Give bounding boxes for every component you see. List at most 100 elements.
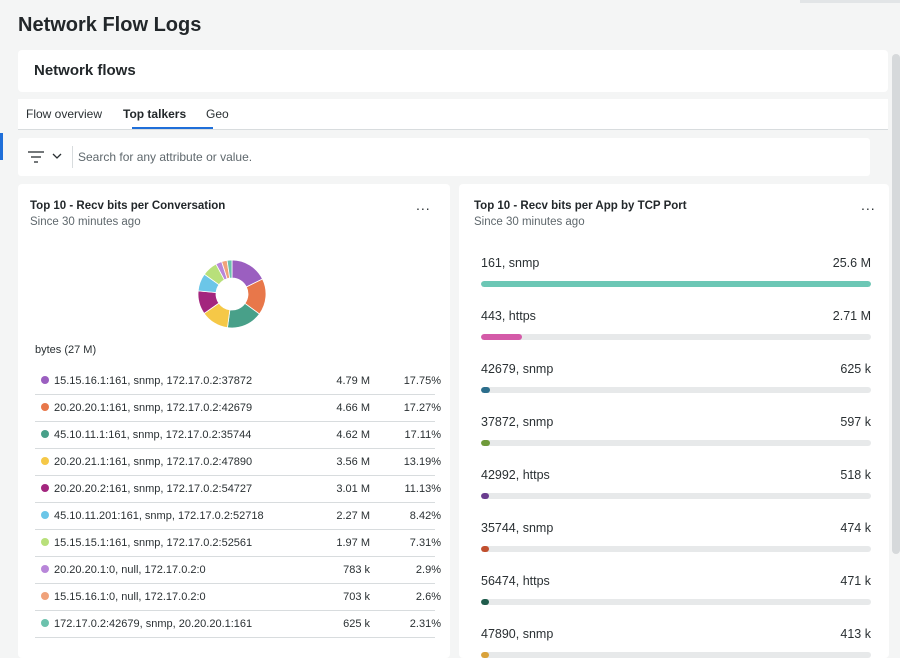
conversation-percent: 8.42% [409,510,441,522]
bar-track [481,387,871,393]
bar-label: 443, https [481,309,536,323]
conversation-name: 20.20.20.2:161, snmp, 172.17.0.2:54727 [54,483,253,495]
conversation-percent: 13.19% [403,456,441,468]
bar-list-item[interactable]: 42679, snmp 625 k [481,362,871,415]
bar-value: 625 k [840,362,871,376]
series-color-dot [41,511,49,519]
table-row[interactable]: 20.20.21.1:161, snmp, 172.17.0.2:47890 3.… [35,449,441,476]
series-color-dot [41,619,49,627]
conversation-name: 20.20.20.1:161, snmp, 172.17.0.2:42679 [54,402,253,414]
bar-value: 597 k [840,415,871,429]
conversation-name: 20.20.21.1:161, snmp, 172.17.0.2:47890 [54,456,253,468]
bar-label: 47890, snmp [481,627,554,641]
conversation-value: 4.79 M [336,375,370,387]
bar-value: 471 k [840,574,871,588]
bar-fill [481,334,523,340]
chevron-down-icon[interactable] [51,150,63,162]
bar-track [481,599,871,605]
conversation-percent: 11.13% [404,483,442,495]
tab-geo[interactable]: Geo [206,107,229,121]
conversation-percent: 7.31% [409,537,441,549]
conversation-value: 783 k [343,564,370,576]
table-row[interactable]: 15.15.16.1:161, snmp, 172.17.0.2:37872 4.… [35,368,441,395]
series-color-dot [41,403,49,411]
conversation-name: 45.10.11.1:161, snmp, 172.17.0.2:35744 [54,429,252,441]
bar-list-item[interactable]: 47890, snmp 413 k [481,627,871,658]
page-scrollbar[interactable] [892,54,900,554]
bar-fill [481,440,490,446]
app-port-panel-title: Top 10 - Recv bits per App by TCP Port [474,200,687,212]
bar-label: 42679, snmp [481,362,554,376]
tab-flow-overview[interactable]: Flow overview [26,107,103,121]
conversation-name: 172.17.0.2:42679, snmp, 20.20.20.1:161 [54,618,253,630]
more-options-button[interactable]: ... [861,197,876,213]
conversation-value: 3.01 M [336,483,370,495]
top-edge-tab [800,0,900,3]
conversation-percent: 17.75% [403,375,441,387]
search-input[interactable] [78,147,858,167]
bar-label: 35744, snmp [481,521,554,535]
conversation-percent: 2.6% [415,591,441,603]
bar-label: 161, snmp [481,256,540,270]
bar-list-item[interactable]: 161, snmp 25.6 M [481,256,871,309]
conversation-value: 4.66 M [336,402,370,414]
table-row[interactable]: 45.10.11.201:161, snmp, 172.17.0.2:52718… [35,503,441,530]
conversation-name: 20.20.20.1:0, null, 172.17.0.2:0 [54,564,206,576]
filter-divider [72,146,73,168]
bar-value: 518 k [840,468,871,482]
bar-list-item[interactable]: 443, https 2.71 M [481,309,871,362]
bar-list-item[interactable]: 37872, snmp 597 k [481,415,871,468]
conversation-panel: Top 10 - Recv bits per Conversation Sinc… [18,184,450,658]
bar-list-item[interactable]: 56474, https 471 k [481,574,871,627]
series-color-dot [41,592,49,600]
conversation-value: 1.97 M [336,537,370,549]
series-color-dot [41,430,49,438]
conversation-name: 15.15.15.1:161, snmp, 172.17.0.2:52561 [54,537,253,549]
filter-bar [18,138,870,176]
series-color-dot [41,538,49,546]
donut-slice[interactable] [226,259,233,279]
more-options-button[interactable]: ... [416,197,431,213]
table-row[interactable]: 172.17.0.2:42679, snmp, 20.20.20.1:161 62… [35,611,441,638]
bar-fill [481,599,489,605]
page-title: Network Flow Logs [18,14,202,36]
table-row[interactable]: 15.15.16.1:0, null, 172.17.0.2:0 703 k 2.6… [35,584,441,611]
table-row[interactable]: 15.15.15.1:161, snmp, 172.17.0.2:52561 1.… [35,530,441,557]
bar-label: 37872, snmp [481,415,554,429]
conversation-name: 15.15.16.1:161, snmp, 172.17.0.2:37872 [54,375,253,387]
bar-list-item[interactable]: 42992, https 518 k [481,468,871,521]
bar-track [481,652,871,658]
series-color-dot [41,457,49,465]
active-tab-underline [132,127,213,129]
bar-value: 474 k [840,521,871,535]
bar-fill [481,493,489,499]
bar-fill [481,652,489,658]
conversation-panel-subtitle: Since 30 minutes ago [30,216,141,228]
tab-top-talkers[interactable]: Top talkers [123,107,187,121]
bar-track [481,334,871,340]
bar-fill [481,281,871,287]
nav-active-indicator [0,133,3,160]
bar-label: 42992, https [481,468,550,482]
table-row[interactable]: 20.20.20.1:0, null, 172.17.0.2:0 783 k 2.9… [35,557,441,584]
conversation-percent: 17.11% [404,429,442,441]
conversation-value: 2.27 M [336,510,370,522]
donut-chart [197,259,267,329]
bar-track [481,440,871,446]
series-color-dot [41,565,49,573]
bar-value: 2.71 M [832,309,871,323]
conversation-percent: 2.9% [415,564,441,576]
filter-icon[interactable] [28,151,44,163]
table-row[interactable]: 20.20.20.2:161, snmp, 172.17.0.2:54727 3.… [35,476,441,503]
conversation-percent: 2.31% [409,618,441,630]
series-color-dot [41,484,49,492]
bar-track [481,493,871,499]
bar-list-item[interactable]: 35744, snmp 474 k [481,521,871,574]
table-row[interactable]: 20.20.20.1:161, snmp, 172.17.0.2:42679 4.… [35,395,441,422]
app-port-panel-subtitle: Since 30 minutes ago [474,216,585,228]
bar-value: 413 k [840,627,871,641]
conversation-value: 625 k [343,618,370,630]
series-color-dot [41,376,49,384]
table-row[interactable]: 45.10.11.1:161, snmp, 172.17.0.2:35744 4.… [35,422,441,449]
network-flows-header: Network flows [18,50,888,92]
